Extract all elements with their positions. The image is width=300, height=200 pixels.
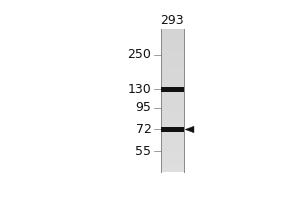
Bar <box>161 119 184 122</box>
Bar <box>161 36 184 38</box>
Bar <box>161 81 184 84</box>
Bar <box>161 95 184 98</box>
Bar <box>161 38 184 41</box>
Bar <box>161 98 184 100</box>
Bar <box>161 126 184 129</box>
Bar <box>161 131 184 134</box>
Bar <box>161 31 184 33</box>
Bar <box>161 124 184 126</box>
Bar <box>161 79 184 81</box>
Bar <box>161 105 184 107</box>
Bar <box>161 69 184 72</box>
Text: 130: 130 <box>128 83 152 96</box>
Bar <box>161 91 184 93</box>
Bar <box>161 134 184 136</box>
Bar <box>161 146 184 148</box>
Text: 55: 55 <box>135 145 152 158</box>
Polygon shape <box>185 126 194 133</box>
Bar <box>161 52 184 55</box>
Bar <box>161 50 184 52</box>
Bar <box>161 153 184 155</box>
Bar <box>161 48 184 50</box>
Bar <box>161 129 184 131</box>
Bar <box>161 100 184 103</box>
Bar <box>161 103 184 105</box>
Bar <box>161 45 184 48</box>
Bar <box>161 127 184 132</box>
Bar <box>161 136 184 138</box>
Bar <box>161 158 184 160</box>
Bar <box>161 107 184 110</box>
Bar <box>161 62 184 64</box>
Bar <box>161 115 184 117</box>
Text: 250: 250 <box>128 48 152 61</box>
Bar <box>161 148 184 150</box>
Bar <box>161 88 184 91</box>
Bar <box>161 72 184 74</box>
Bar <box>161 138 184 141</box>
Bar <box>161 86 184 88</box>
Bar <box>161 84 184 86</box>
Bar <box>161 76 184 79</box>
Bar <box>161 110 184 112</box>
Bar <box>161 57 184 60</box>
Bar <box>161 33 184 36</box>
Bar <box>161 143 184 146</box>
Bar <box>161 93 184 95</box>
Bar <box>161 29 184 31</box>
Bar <box>161 155 184 158</box>
Bar <box>161 162 184 165</box>
Bar <box>161 87 184 92</box>
Bar <box>161 150 184 153</box>
Text: 293: 293 <box>160 14 184 27</box>
Bar <box>161 169 184 172</box>
Text: 72: 72 <box>136 123 152 136</box>
Bar <box>161 41 184 43</box>
Bar <box>161 74 184 76</box>
Bar <box>161 165 184 167</box>
Bar <box>161 67 184 69</box>
Bar <box>161 167 184 169</box>
Text: 95: 95 <box>136 101 152 114</box>
Bar <box>161 43 184 45</box>
Bar <box>161 117 184 119</box>
Bar <box>161 112 184 115</box>
Bar <box>161 55 184 57</box>
Bar <box>161 141 184 143</box>
Bar <box>161 60 184 62</box>
Bar <box>161 64 184 67</box>
Bar <box>161 160 184 162</box>
Bar <box>161 122 184 124</box>
